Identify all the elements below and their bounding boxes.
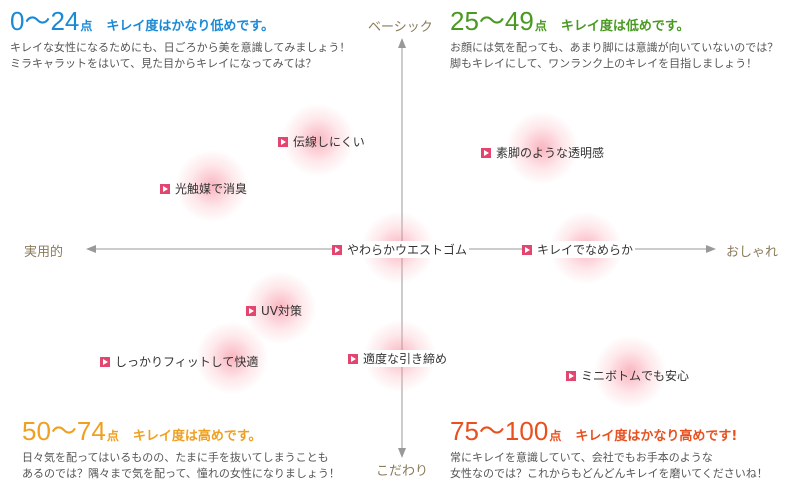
- description-line: あるのでは？隅々まで気を配って、憧れの女性になりましょう！: [22, 467, 340, 480]
- feature-item[interactable]: キレイでなめらか: [522, 241, 636, 258]
- description-line: キレイな女性になるためにも、日ごろから美を意識してみましょう！: [10, 41, 351, 54]
- description-line: 日々気を配ってはいるものの、たまに手を抜いてしまうことも: [22, 451, 329, 464]
- quadrant-bottom-right: 75～100 点 キレイ度はかなり高めです! 常にキレイを意識していて、会社でも…: [450, 416, 795, 482]
- score-unit: 点: [80, 19, 93, 33]
- axis-label-left: 実用的: [24, 245, 64, 260]
- quadrant-title: キレイ度はかなり高めです!: [575, 429, 738, 444]
- score-unit: 点: [549, 429, 562, 443]
- quadrant-title: キレイ度は高めです。: [132, 429, 262, 444]
- arrow-left-icon: [86, 245, 96, 253]
- score-range: 25～49: [450, 6, 534, 36]
- feature-label: しっかりフィットして快適: [115, 355, 259, 369]
- feature-label: やわらかウエストゴム: [347, 243, 468, 257]
- highlight-glow: [594, 336, 666, 408]
- description-line: お顔には気を配っても、あまり脚には意識が向いていないのでは？: [450, 41, 779, 54]
- axis-label-bottom: こだわり: [376, 464, 429, 479]
- feature-label: ミニボトムでも安心: [581, 369, 690, 383]
- quadrant-top-left: 0～24 点 キレイ度はかなり低めです。 キレイな女性になるためにも、日ごろから…: [10, 6, 390, 72]
- quadrant-top-right: 25～49 点 キレイ度は低めです。 お顔には気を配っても、あまり脚には意識が向…: [450, 6, 795, 72]
- feature-item[interactable]: ミニボトムでも安心: [566, 367, 689, 384]
- score-range: 50～74: [22, 416, 106, 446]
- feature-item[interactable]: しっかりフィットして快適: [100, 353, 258, 370]
- play-bullet-icon: [160, 183, 170, 194]
- quadrant-title: キレイ度はかなり低めです。: [106, 19, 275, 34]
- score-range: 75～100: [450, 416, 549, 446]
- axis-label-top: ベーシック: [368, 20, 433, 35]
- feature-label: 適度な引き締め: [363, 352, 448, 366]
- play-bullet-icon: [522, 244, 532, 255]
- feature-label: UV対策: [261, 304, 302, 318]
- highlight-glow: [282, 104, 354, 176]
- feature-label: キレイでなめらか: [537, 243, 634, 257]
- quadrant-description: 日々気を配ってはいるものの、たまに手を抜いてしまうことも あるのでは？隅々まで気…: [22, 450, 382, 482]
- highlight-glow: [176, 150, 248, 222]
- axis-label-right: おしゃれ: [726, 245, 779, 260]
- arrow-down-icon: [398, 448, 406, 458]
- feature-item[interactable]: 素脚のような透明感: [481, 144, 604, 161]
- arrow-up-icon: [398, 38, 406, 48]
- feature-item[interactable]: 光触媒で消臭: [160, 180, 247, 197]
- description-line: 脚もキレイにして、ワンランク上のキレイを目指しましょう！: [450, 57, 758, 70]
- feature-item[interactable]: やわらかウエストゴム: [332, 241, 470, 258]
- quadrant-description: お顔には気を配っても、あまり脚には意識が向いていないのでは？ 脚もキレイにして、…: [450, 40, 795, 72]
- quadrant-header: 50～74 点 キレイ度は高めです。: [22, 416, 382, 446]
- play-bullet-icon: [100, 356, 110, 367]
- play-bullet-icon: [246, 305, 256, 316]
- score-unit: 点: [534, 19, 547, 33]
- quadrant-description: キレイな女性になるためにも、日ごろから美を意識してみましょう！ ミラキャラットを…: [10, 40, 390, 72]
- play-bullet-icon: [566, 370, 576, 381]
- quadrant-header: 25～49 点 キレイ度は低めです。: [450, 6, 795, 36]
- feature-label: 素脚のような透明感: [496, 146, 605, 160]
- quadrant-header: 75～100 点 キレイ度はかなり高めです!: [450, 416, 795, 446]
- play-bullet-icon: [278, 136, 288, 147]
- quadrant-header: 0～24 点 キレイ度はかなり低めです。: [10, 6, 390, 36]
- feature-label: 光触媒で消臭: [175, 182, 248, 196]
- feature-label: 伝線しにくい: [293, 135, 365, 149]
- highlight-glow: [506, 112, 578, 184]
- feature-item[interactable]: UV対策: [246, 302, 302, 319]
- play-bullet-icon: [348, 353, 358, 364]
- score-range: 0～24: [10, 6, 80, 36]
- highlight-glow: [196, 322, 268, 394]
- arrow-right-icon: [706, 245, 716, 253]
- play-bullet-icon: [481, 147, 491, 158]
- description-line: 常にキレイを意識していて、会社でもお手本のような: [450, 451, 713, 464]
- description-line: ミラキャラットをはいて、見た目からキレイになってみては？: [10, 57, 317, 70]
- quadrant-description: 常にキレイを意識していて、会社でもお手本のような 女性なのでは？これからもどんど…: [450, 450, 795, 482]
- quadrant-bottom-left: 50～74 点 キレイ度は高めです。 日々気を配ってはいるものの、たまに手を抜い…: [22, 416, 382, 482]
- description-line: 女性なのでは？これからもどんどんキレイを磨いてくださいね！: [450, 467, 768, 480]
- play-bullet-icon: [332, 244, 342, 255]
- feature-item[interactable]: 適度な引き締め: [348, 350, 450, 367]
- feature-item[interactable]: 伝線しにくい: [278, 133, 365, 150]
- score-unit: 点: [106, 429, 119, 443]
- quadrant-title: キレイ度は低めです。: [560, 19, 690, 34]
